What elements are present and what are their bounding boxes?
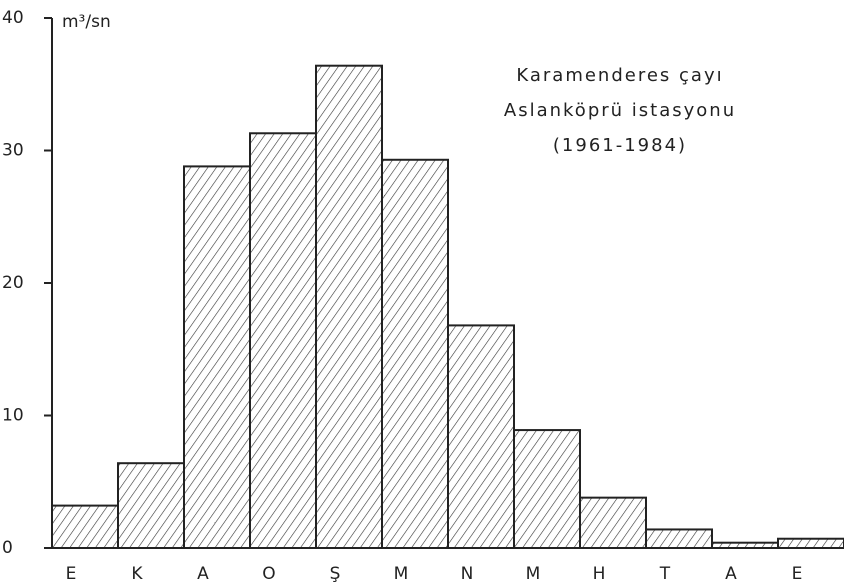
bar <box>777 537 844 549</box>
x-tick-label: M <box>394 564 409 584</box>
x-tick-label: E <box>792 564 803 584</box>
annotation: (1961-1984) <box>553 135 687 156</box>
x-tick-label: K <box>131 564 143 584</box>
annotation: Karamenderes çayı <box>516 65 723 86</box>
bar <box>249 132 317 549</box>
y-tick-label: 40 <box>2 8 24 28</box>
y-axis-label: m³/sn <box>62 12 111 32</box>
y-tick-label: 10 <box>2 406 24 426</box>
x-tick-label: O <box>262 564 275 584</box>
bar <box>447 324 515 549</box>
bar <box>579 496 647 549</box>
bar <box>51 504 119 550</box>
x-tick-label: A <box>725 564 737 584</box>
x-tick-label: E <box>66 564 77 584</box>
bar <box>117 462 185 550</box>
bar <box>513 429 581 550</box>
x-tick-label: T <box>659 564 671 584</box>
x-tick-label: A <box>197 564 209 584</box>
x-tick-label: M <box>526 564 541 584</box>
y-tick-label: 30 <box>2 141 24 161</box>
bar <box>645 528 713 550</box>
bar <box>315 64 383 549</box>
y-tick-label: 0 <box>2 538 13 558</box>
y-tick-label: 20 <box>2 273 24 293</box>
x-tick-label: Ş <box>330 564 341 584</box>
annotation: Aslanköprü istasyonu <box>504 100 736 121</box>
x-tick-label: N <box>461 564 474 584</box>
bar <box>381 158 449 549</box>
bar <box>183 165 251 549</box>
bar <box>711 541 779 550</box>
x-tick-label: H <box>593 564 606 584</box>
